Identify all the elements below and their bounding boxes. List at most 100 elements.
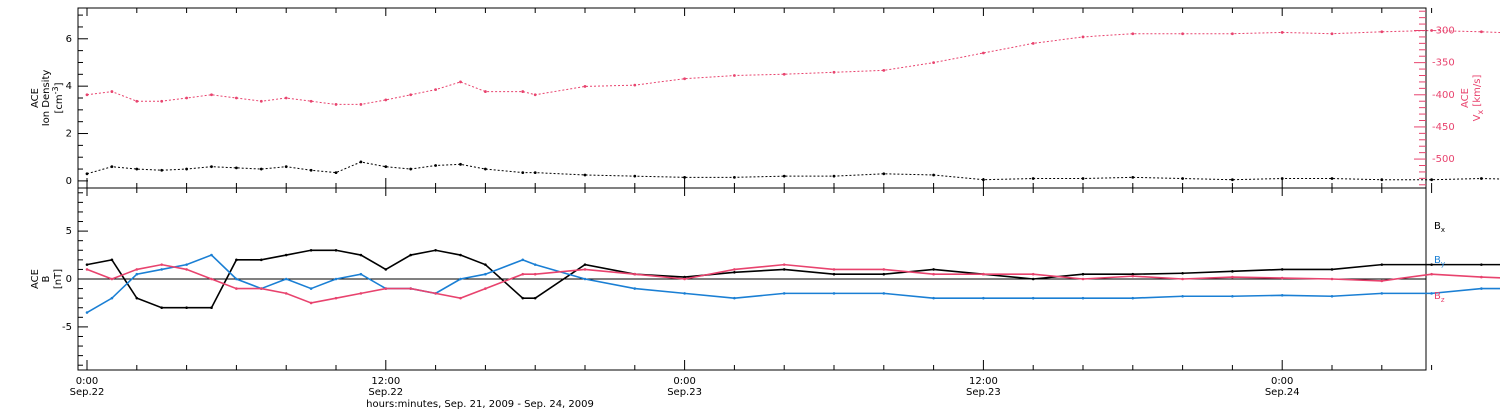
top-point-vx [1280, 31, 1284, 34]
point-bz [533, 272, 537, 276]
top-point-vx [982, 51, 985, 55]
top-point-vx [484, 90, 487, 93]
top-point-vx [782, 72, 786, 76]
point-by [160, 268, 163, 271]
top-left-axis: 0 2 4 6 [66, 14, 88, 187]
point-bz [484, 287, 487, 290]
bottom-left-tick-label: -5 [62, 322, 72, 333]
x-tick-date-label: Sep.23 [966, 387, 1001, 398]
point-by [1380, 292, 1384, 295]
top-point-density [284, 165, 288, 169]
top-series-line-density [86, 161, 1500, 181]
top-point-vx [110, 90, 114, 93]
x-tick-time-label: 0:00 [76, 376, 98, 387]
point-bx [1430, 263, 1433, 266]
point-by [284, 277, 288, 281]
top-point-density [1480, 177, 1483, 180]
top-point-density [521, 171, 525, 175]
top-point-density [882, 172, 886, 176]
top-point-density [1380, 178, 1384, 182]
point-bx [533, 296, 537, 300]
top-point-vx [1330, 32, 1334, 36]
point-bx [1031, 277, 1035, 281]
top-data-points [85, 29, 1500, 182]
point-bz [459, 296, 462, 300]
point-bz [309, 301, 313, 305]
point-bz [1480, 275, 1483, 279]
point-bx [409, 253, 413, 257]
top-point-vx [1380, 30, 1384, 34]
top-point-vx [1131, 32, 1135, 36]
point-by [782, 292, 786, 295]
point-bx [359, 253, 363, 257]
point-by [733, 296, 736, 300]
top-panel-frame [77, 7, 1427, 189]
top-point-vx [633, 83, 637, 87]
point-bx [434, 248, 437, 252]
point-bz [409, 287, 413, 290]
top-point-vx [583, 85, 587, 88]
point-bx [110, 258, 114, 262]
point-bx [1330, 268, 1334, 271]
point-by [1430, 292, 1433, 295]
point-by [1330, 294, 1334, 298]
x-tick-time-label: 12:00 [969, 376, 998, 387]
point-bx [135, 296, 139, 300]
top-point-density [235, 166, 238, 170]
x-axis: 0:00Sep.2212:00Sep.220:00Sep.2312:00Sep.… [70, 8, 1433, 398]
top-point-vx [1480, 30, 1483, 34]
top-point-vx [185, 96, 189, 100]
x-tick-date-label: Sep.24 [1265, 387, 1300, 398]
legend-bz: Bz [1434, 291, 1445, 304]
top-left-tick-label: 4 [66, 81, 72, 92]
top-point-density [334, 171, 338, 175]
top-point-density [185, 167, 189, 171]
top-point-density [683, 175, 686, 179]
point-by [882, 292, 886, 295]
top-point-density [210, 165, 213, 169]
point-bx [160, 306, 163, 310]
top-point-vx [85, 93, 89, 97]
top-point-density [160, 168, 164, 172]
top-left-label-units: [cm-3] [51, 82, 65, 113]
top-point-vx [210, 93, 213, 97]
point-bz [384, 287, 388, 290]
top-point-density [309, 168, 313, 172]
top-point-vx [1031, 41, 1035, 45]
point-bz [210, 277, 213, 281]
x-tick-time-label: 12:00 [371, 376, 400, 387]
point-bz [782, 263, 786, 266]
point-bz [583, 268, 587, 271]
x-tick-date-label: Sep.22 [70, 387, 105, 398]
point-bx [235, 258, 238, 262]
point-bx [882, 272, 886, 276]
top-left-tick-label: 0 [66, 176, 72, 187]
top-point-density [1231, 178, 1234, 182]
bottom-left-tick-label: 0 [66, 274, 72, 285]
point-bz [1231, 275, 1234, 279]
point-bx [521, 296, 525, 300]
point-bz [521, 272, 525, 276]
point-bx [683, 275, 686, 279]
top-point-density [259, 167, 263, 171]
point-by [110, 296, 114, 300]
point-bx [1480, 263, 1483, 266]
top-right-label-ace: ACE [1460, 88, 1471, 108]
point-bx [733, 270, 736, 274]
top-point-vx [459, 80, 462, 84]
point-bz [135, 268, 139, 271]
point-by [1231, 294, 1234, 298]
top-point-vx [384, 98, 388, 102]
point-bx [384, 268, 388, 271]
top-point-vx [1181, 32, 1184, 36]
point-by [235, 277, 238, 281]
top-point-vx [359, 103, 363, 106]
point-by [1480, 287, 1483, 290]
top-point-vx [1081, 35, 1085, 39]
top-point-density [1131, 175, 1135, 179]
point-bx [459, 253, 462, 257]
point-bx [1181, 271, 1184, 275]
point-bz [683, 277, 686, 281]
top-point-density [484, 167, 487, 171]
point-bz [932, 272, 935, 276]
